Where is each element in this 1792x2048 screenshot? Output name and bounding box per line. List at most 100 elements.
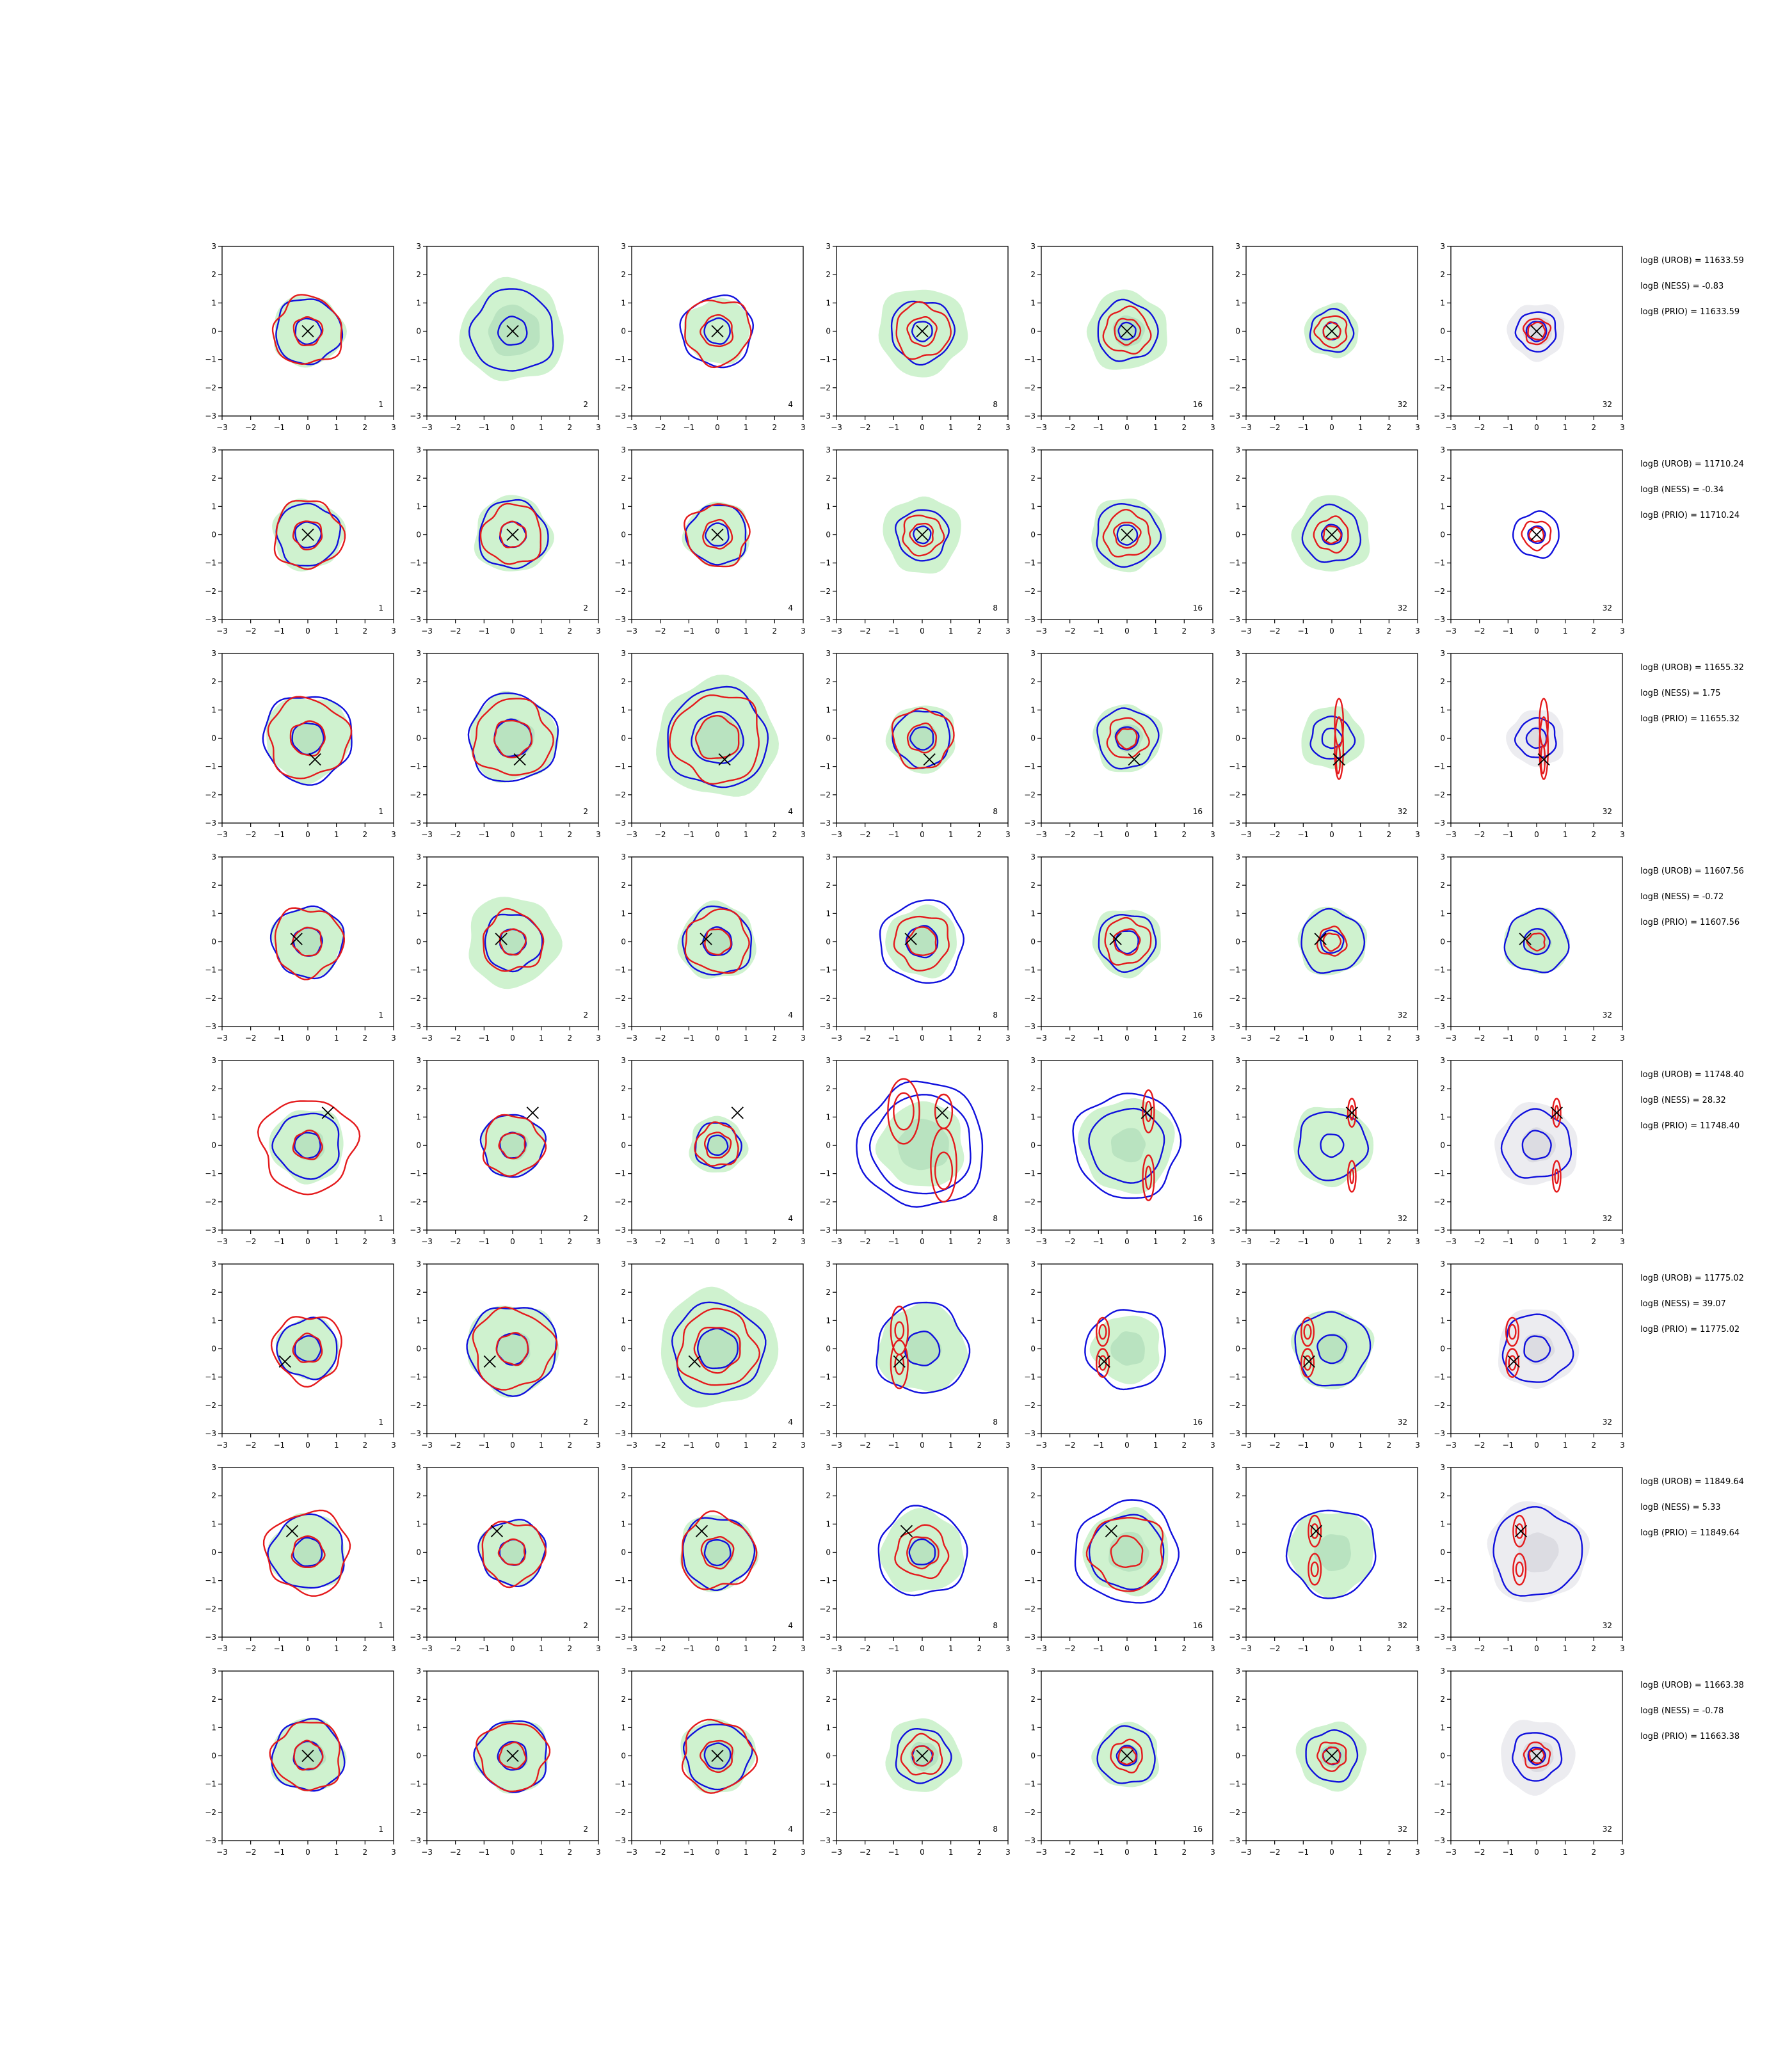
likelihood-contour [1142, 1154, 1155, 1201]
x-tick-label: 2 [1387, 423, 1392, 432]
x-tick-label: 2 [1592, 1441, 1597, 1450]
panel-level-label: 4 [788, 400, 793, 409]
panel-level-label: 2 [583, 1418, 588, 1427]
panel-r4-c7: −3 −2 −1 0 1 2 3 −3 −2 −1 0 1 2 3 32 [1434, 852, 1625, 1043]
y-tick-label: 0 [416, 1548, 421, 1557]
y-tick-label: 3 [1030, 1260, 1036, 1268]
x-tick-label: 3 [391, 1644, 396, 1653]
likelihood-contour [1554, 1105, 1560, 1121]
plot-area [660, 1286, 779, 1408]
posterior-contour [1114, 930, 1139, 955]
y-tick-label: 0 [211, 531, 216, 540]
x-tick-label: 2 [772, 1848, 778, 1857]
x-tick-label: −1 [1502, 1644, 1514, 1653]
y-tick-label: −3 [205, 615, 216, 624]
y-tick-label: 2 [621, 1084, 626, 1093]
y-tick-label: 0 [826, 1548, 831, 1557]
panel-r3-c2: −3 −2 −1 0 1 2 3 −3 −2 −1 0 1 2 3 2 [410, 649, 601, 839]
plot-area [885, 1718, 963, 1792]
row-8-annotations: logB (UROB) = 11663.38 logB (NESS) = -0.7… [1640, 1681, 1744, 1741]
x-tick-label: 3 [596, 1441, 601, 1450]
likelihood-contour [1144, 1165, 1153, 1190]
x-tick-label: −3 [1445, 627, 1457, 636]
y-tick-label: 3 [1440, 1463, 1445, 1472]
y-tick-label: 1 [211, 1723, 216, 1732]
y-tick-label: −2 [410, 587, 421, 596]
y-tick-label: −2 [410, 383, 421, 392]
true-value-marker [893, 1355, 906, 1368]
y-tick-label: −2 [819, 790, 831, 799]
panel-r6-c2: −3 −2 −1 0 1 2 3 −3 −2 −1 0 1 2 3 2 [410, 1260, 601, 1450]
y-tick-label: −1 [614, 1780, 626, 1789]
x-tick-label: 2 [1387, 1237, 1392, 1246]
y-tick-label: 1 [621, 705, 626, 714]
x-tick-label: −1 [478, 1644, 490, 1653]
logb-annotation: logB (NESS) = 1.75 [1640, 689, 1721, 698]
y-tick-label: 0 [211, 327, 216, 336]
x-tick-label: −2 [655, 423, 666, 432]
likelihood-contour [1308, 1514, 1322, 1548]
y-tick-label: 0 [621, 531, 626, 540]
y-tick-label: −3 [614, 1226, 626, 1235]
y-tick-label: −3 [1434, 1836, 1445, 1845]
y-tick-label: −2 [205, 1197, 216, 1206]
x-tick-label: −3 [216, 1441, 228, 1450]
panel-level-label: 32 [1603, 1418, 1612, 1427]
x-tick-label: 0 [1534, 1034, 1539, 1043]
y-tick-label: 1 [1440, 1519, 1445, 1528]
posterior-contour [1523, 1335, 1551, 1363]
y-tick-label: 2 [211, 881, 216, 890]
x-tick-label: 3 [1210, 1034, 1215, 1043]
density-fill-inner [500, 929, 527, 956]
panel-r3-c1: −3 −2 −1 0 1 2 3 −3 −2 −1 0 1 2 3 1 [205, 649, 396, 839]
plot-area [1086, 289, 1167, 370]
plot-area [466, 1306, 559, 1398]
y-tick-label: 3 [826, 1260, 831, 1268]
y-tick-label: −3 [819, 1429, 831, 1438]
y-tick-label: −2 [819, 1197, 831, 1206]
y-tick-label: 0 [621, 734, 626, 743]
x-tick-label: 0 [1124, 830, 1130, 839]
x-tick-label: 0 [305, 830, 310, 839]
x-tick-label: −2 [450, 1034, 461, 1043]
x-tick-label: −1 [1502, 1441, 1514, 1450]
true-value-marker [506, 324, 519, 338]
x-tick-label: 0 [1124, 627, 1130, 636]
x-tick-label: 0 [305, 1644, 310, 1653]
y-tick-label: −3 [1229, 1226, 1240, 1235]
posterior-contour [1316, 1334, 1348, 1364]
likelihood-contour [700, 1535, 735, 1570]
x-tick-label: 2 [1182, 423, 1187, 432]
y-tick-label: 0 [826, 1345, 831, 1354]
x-tick-label: 0 [305, 1441, 310, 1450]
y-tick-label: −3 [1434, 615, 1445, 624]
posterior-contour [275, 298, 344, 365]
y-tick-label: 0 [1440, 1752, 1445, 1761]
x-tick-label: 2 [977, 627, 982, 636]
plot-area [1074, 1499, 1180, 1604]
x-tick-label: −3 [1036, 1644, 1047, 1653]
likelihood-contour [894, 1354, 905, 1375]
y-tick-label: −3 [819, 1226, 831, 1235]
likelihood-contour [1505, 1348, 1520, 1378]
x-tick-label: 3 [1620, 423, 1625, 432]
x-tick-label: −2 [245, 1034, 257, 1043]
panel-r3-c4: −3 −2 −1 0 1 2 3 −3 −2 −1 0 1 2 3 8 [819, 649, 1011, 839]
y-tick-label: 3 [211, 1056, 216, 1065]
plot-area [1501, 1720, 1576, 1796]
y-tick-label: 1 [416, 1519, 421, 1528]
true-value-marker [1345, 1107, 1358, 1119]
x-tick-label: −3 [1445, 830, 1457, 839]
y-tick-label: −1 [819, 1169, 831, 1178]
y-tick-label: 0 [1440, 1141, 1445, 1150]
x-tick-label: 2 [1387, 1034, 1392, 1043]
x-tick-label: 2 [977, 1034, 982, 1043]
true-value-marker [1332, 753, 1345, 766]
plot-area [467, 691, 559, 783]
x-tick-label: 3 [1210, 830, 1215, 839]
y-tick-label: −2 [410, 1808, 421, 1817]
y-tick-label: 3 [416, 1667, 421, 1676]
true-value-marker [290, 932, 303, 945]
x-tick-label: 2 [1592, 1848, 1597, 1857]
panel-r6-c7: −3 −2 −1 0 1 2 3 −3 −2 −1 0 1 2 3 32 [1434, 1260, 1625, 1450]
